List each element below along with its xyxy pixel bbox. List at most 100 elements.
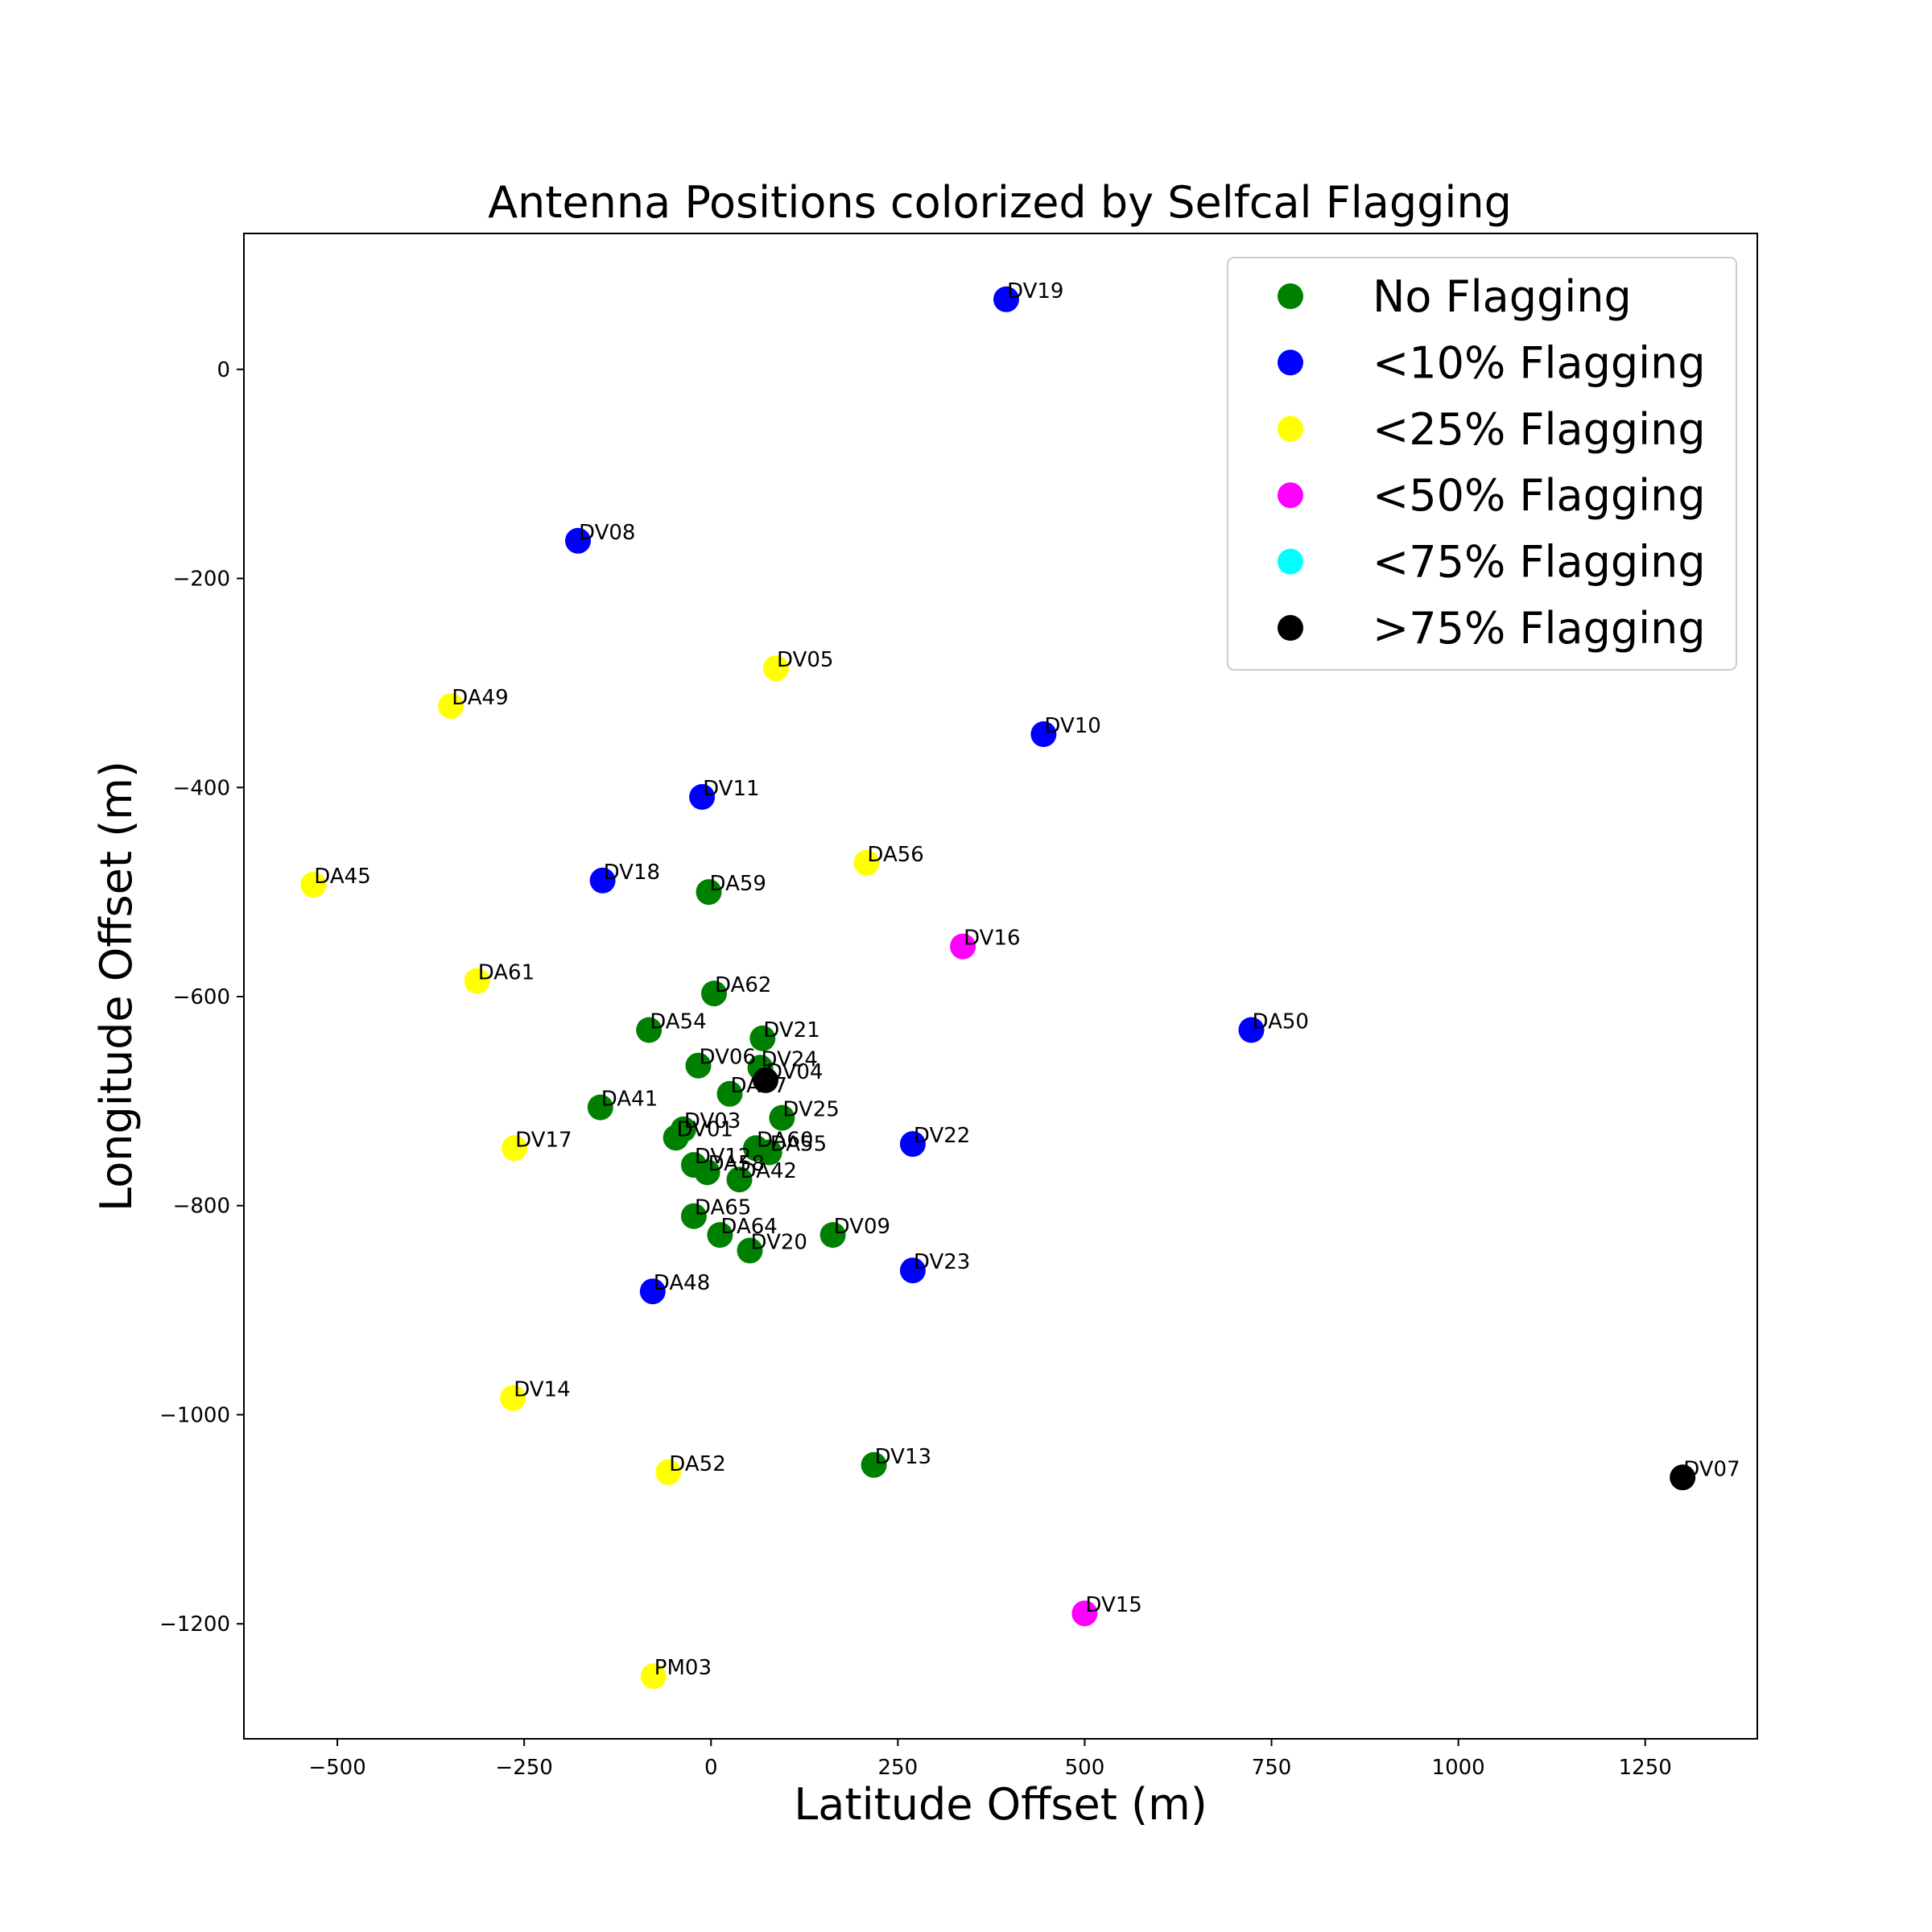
- point-da48: [639, 1278, 666, 1305]
- point-da56: [853, 849, 880, 876]
- point-da58: [694, 1159, 720, 1186]
- point-dv19: [993, 286, 1019, 312]
- point-dv07: [1670, 1464, 1696, 1491]
- chart-title: Antenna Positions colorized by Selfcal F…: [488, 177, 1512, 228]
- point-label-da59: DA59: [710, 872, 766, 896]
- point-label-dv19: DV19: [1007, 279, 1063, 303]
- point-label-dv16: DV16: [964, 927, 1020, 951]
- point-label-da54: DA54: [650, 1010, 706, 1034]
- legend-label: <25% Flagging: [1373, 404, 1706, 455]
- point-da62: [701, 980, 727, 1007]
- point-dv17: [502, 1135, 528, 1162]
- point-label-dv13: DV13: [875, 1445, 931, 1469]
- y-tick-label: −600: [173, 985, 230, 1009]
- y-tick-label: 0: [217, 358, 230, 382]
- point-label-pm03: PM03: [654, 1656, 712, 1680]
- point-label-dv25: DV25: [782, 1098, 839, 1122]
- point-label-da62: DA62: [715, 973, 771, 997]
- point-da59: [696, 879, 722, 906]
- x-tick-label: 0: [704, 1756, 718, 1780]
- point-dv16: [950, 933, 976, 960]
- point-label-da55: DA55: [770, 1133, 827, 1157]
- legend-label: <75% Flagging: [1373, 537, 1706, 588]
- legend-marker-25-flagging: [1278, 415, 1303, 442]
- point-label-dv17: DV17: [515, 1128, 572, 1152]
- x-tick-label: −250: [495, 1756, 552, 1780]
- legend-marker-50-flagging: [1278, 482, 1303, 509]
- y-axis-label: Longitude Offset (m): [91, 761, 142, 1212]
- point-label-dv21: DV21: [763, 1018, 819, 1042]
- point-da55: [756, 1139, 782, 1166]
- point-dv01: [663, 1125, 689, 1151]
- point-da49: [438, 693, 464, 719]
- point-label-da58: DA58: [708, 1152, 765, 1176]
- point-label-dv11: DV11: [703, 777, 759, 801]
- legend-marker-75-flagging: [1278, 615, 1303, 641]
- legend-label: No Flagging: [1373, 271, 1632, 322]
- data-points: [300, 286, 1696, 1690]
- point-label-dv03: DV03: [684, 1109, 741, 1133]
- point-label-dv10: DV10: [1044, 714, 1100, 738]
- point-da45: [300, 872, 327, 898]
- y-tick-label: −400: [173, 776, 230, 800]
- point-dv08: [565, 527, 591, 554]
- point-da61: [464, 968, 490, 994]
- legend-entries: No Flagging <10% Flagging <25% Flagging <50…: [1278, 271, 1706, 654]
- x-tick-label: 750: [1252, 1756, 1292, 1780]
- point-dv05: [763, 655, 789, 682]
- y-tick-label: −1200: [159, 1612, 230, 1637]
- point-da41: [587, 1094, 613, 1121]
- point-label-dv08: DV08: [579, 521, 635, 545]
- point-label-da60: DA60: [757, 1128, 813, 1152]
- point-pm03: [640, 1663, 667, 1690]
- legend: No Flagging <10% Flagging <25% Flagging <50…: [1227, 257, 1737, 671]
- legend-label: <50% Flagging: [1373, 470, 1706, 521]
- point-da42: [726, 1166, 753, 1193]
- legend-marker-10-flagging: [1278, 349, 1303, 376]
- point-da65: [680, 1203, 707, 1229]
- point-dv06: [685, 1052, 712, 1079]
- legend-marker-no-flagging: [1278, 283, 1303, 309]
- point-label-dv23: DV23: [914, 1250, 970, 1274]
- point-dv10: [1030, 721, 1057, 747]
- point-label-dv04: DV04: [766, 1060, 823, 1084]
- x-tick-label: 1000: [1432, 1756, 1485, 1780]
- point-dv13: [861, 1451, 887, 1478]
- point-label-da65: DA65: [695, 1196, 751, 1220]
- point-label-dv07: DV07: [1683, 1457, 1740, 1481]
- point-da50: [1238, 1017, 1265, 1043]
- point-label-da42: DA42: [741, 1159, 797, 1183]
- point-dv23: [899, 1257, 926, 1284]
- point-label-da47: DA47: [731, 1074, 787, 1098]
- point-label-dv01: DV01: [677, 1117, 733, 1141]
- point-da64: [707, 1222, 733, 1249]
- point-dv14: [500, 1385, 526, 1411]
- point-dv20: [737, 1237, 763, 1264]
- x-tick-label: 250: [878, 1756, 919, 1780]
- point-da47: [716, 1080, 743, 1107]
- point-da52: [655, 1459, 682, 1485]
- point-label-da56: DA56: [867, 843, 923, 867]
- point-label-dv24: DV24: [762, 1047, 818, 1071]
- point-dv22: [899, 1131, 926, 1158]
- point-da54: [636, 1017, 663, 1043]
- axis-ticks: −500 −250 0 250 500 750 1000 1250 0 −200 −400 −600 −…: [159, 358, 1672, 1780]
- point-label-dv15: DV15: [1085, 1593, 1141, 1617]
- legend-frame: [1227, 257, 1737, 671]
- point-label-da48: DA48: [654, 1271, 710, 1295]
- point-dv15: [1071, 1600, 1098, 1627]
- point-label-dv14: DV14: [514, 1378, 570, 1402]
- point-label-dv09: DV09: [834, 1215, 890, 1239]
- x-tick-label: −500: [308, 1756, 365, 1780]
- x-axis-label: Latitude Offset (m): [794, 1779, 1208, 1830]
- point-label-da45: DA45: [314, 865, 370, 889]
- point-label-dv12: DV12: [695, 1145, 751, 1169]
- point-label-dv22: DV22: [914, 1124, 970, 1148]
- point-label-dv18: DV18: [604, 861, 660, 885]
- y-tick-label: −200: [173, 568, 230, 592]
- plot-area-frame: [243, 233, 1758, 1740]
- point-dv25: [769, 1104, 795, 1131]
- legend-marker-75-flagging: [1278, 548, 1303, 575]
- legend-label: <10% Flagging: [1373, 337, 1706, 388]
- point-labels: DV19 DV08 DV05 DA49 DV10 DV11 DA56 DA45 DV18 DA59…: [314, 279, 1740, 1680]
